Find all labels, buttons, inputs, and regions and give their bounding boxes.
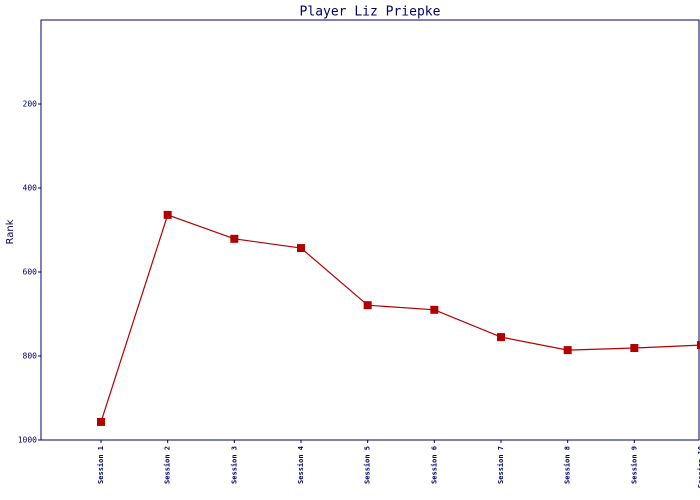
plot-frame: [40, 19, 700, 441]
y-tick-label: 400: [23, 184, 38, 193]
point: [163, 210, 172, 219]
x-tick-label: Session 3: [230, 446, 238, 484]
x-tick-label: Session 1: [97, 446, 105, 484]
x-tick-label: Session 5: [364, 446, 372, 484]
point: [563, 346, 572, 355]
x-tick-label: Session 6: [430, 446, 438, 484]
point: [430, 305, 439, 314]
x-tick-label: Session 8: [564, 446, 572, 484]
point: [230, 234, 239, 243]
line: [100, 214, 700, 423]
chart-title: Player Liz Priepke: [300, 5, 441, 20]
y-tick-label: 600: [23, 268, 38, 277]
y-tick-label: 1000: [18, 436, 37, 445]
y-axis-label: Rank: [5, 219, 16, 244]
point: [497, 333, 505, 342]
x-tick-label: Session 2: [164, 446, 172, 484]
point: [363, 301, 372, 310]
x-tick-label: Session 4: [297, 446, 305, 484]
x-tick-label: Session 9: [630, 446, 638, 484]
x-tick-label: Session 10: [697, 446, 700, 488]
point: [297, 244, 305, 253]
point: [697, 341, 700, 350]
point: [630, 344, 639, 353]
x-tick-label: Session 7: [497, 446, 505, 484]
point: [97, 417, 105, 426]
y-tick-label: 800: [23, 352, 38, 361]
y-tick-label: 200: [23, 100, 38, 109]
